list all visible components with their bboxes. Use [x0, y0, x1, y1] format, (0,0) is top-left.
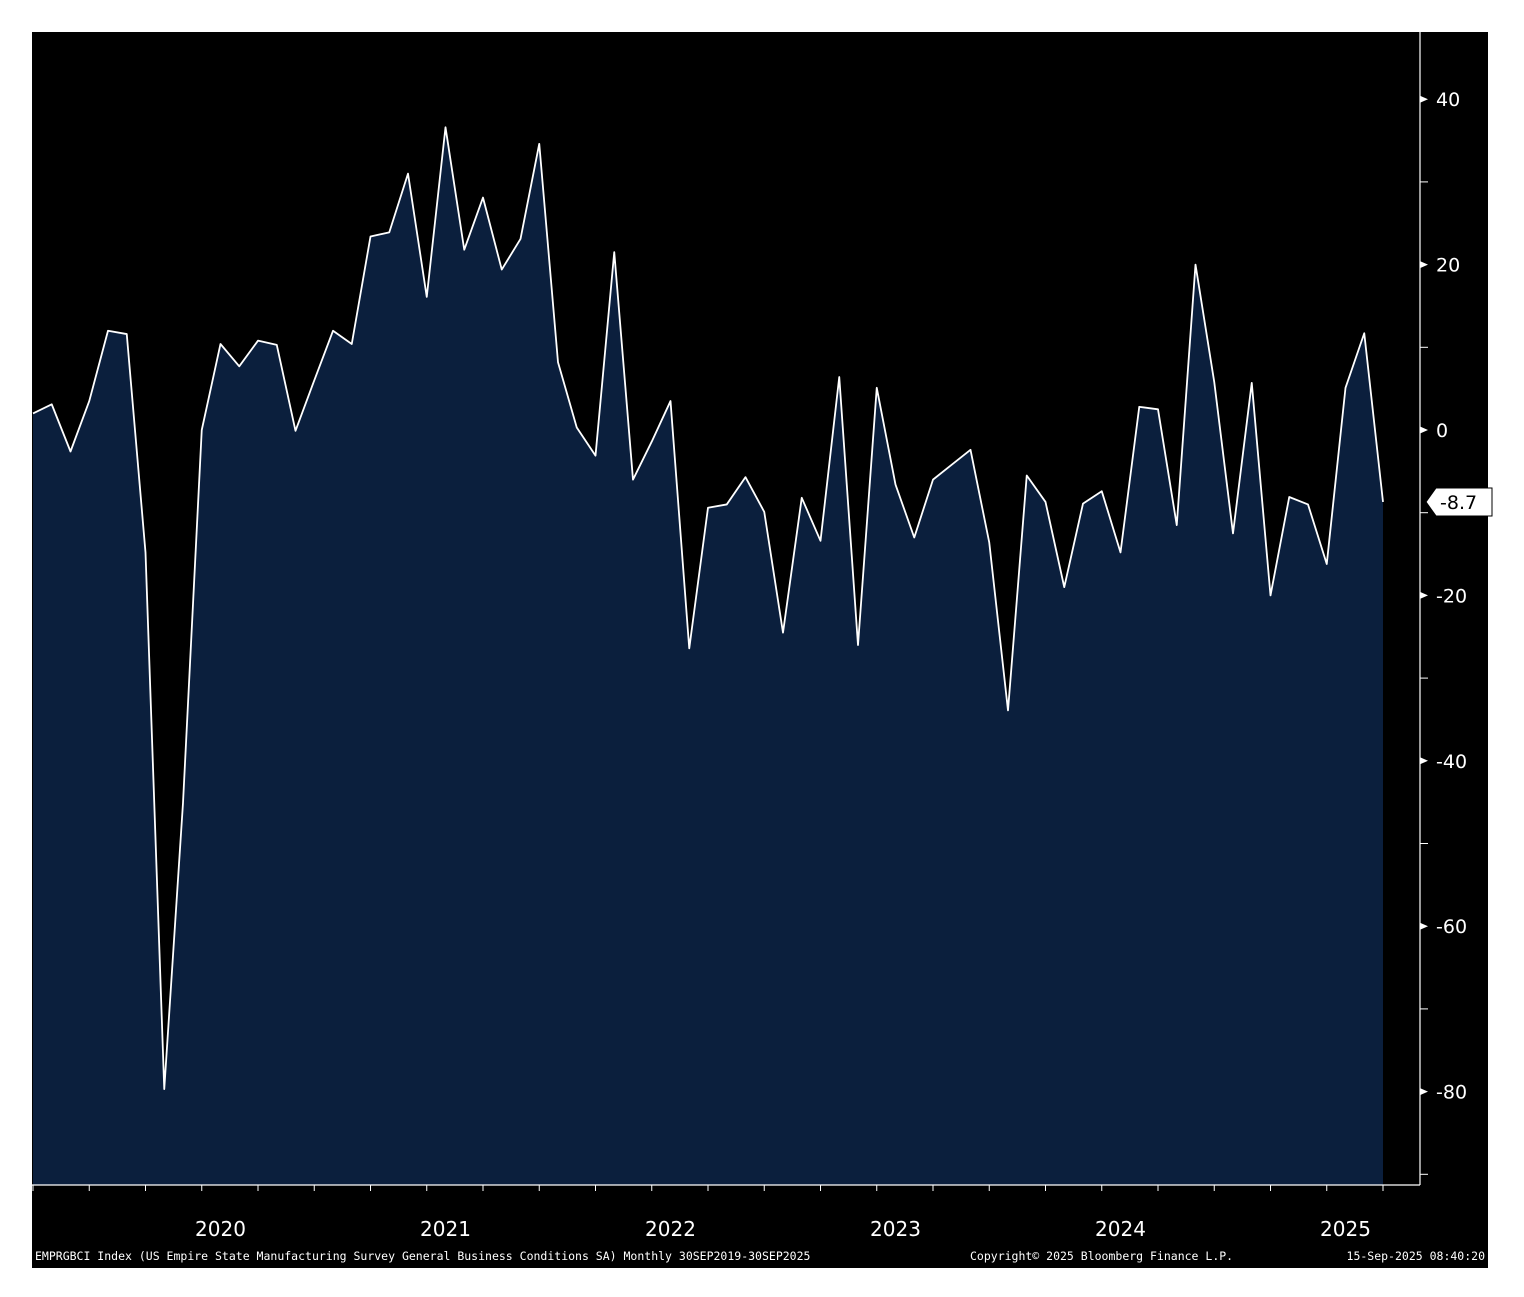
footer-timestamp: 15-Sep-2025 08:40:20 — [1347, 1249, 1486, 1263]
y-tick-marker — [1420, 261, 1428, 269]
last-value-label: -8.7 — [1440, 492, 1477, 514]
series-area — [33, 127, 1383, 1186]
y-tick-label: -40 — [1436, 751, 1467, 773]
y-tick-label: -80 — [1436, 1082, 1467, 1104]
x-year-label: 2021 — [420, 1217, 471, 1241]
label-layer: -8.7 — [1425, 487, 1493, 517]
y-tick-label: 40 — [1436, 89, 1460, 111]
footer: EMPRGBCI Index (US Empire State Manufact… — [35, 1249, 1485, 1263]
y-tick-marker — [1420, 426, 1428, 434]
line-layer — [32, 126, 1384, 1091]
y-tick-label: -20 — [1436, 585, 1467, 607]
x-year-label: 2023 — [870, 1217, 921, 1241]
y-tick-marker — [1420, 1088, 1428, 1096]
footer-copyright: Copyright© 2025 Bloomberg Finance L.P. — [970, 1249, 1233, 1263]
y-tick-label: -60 — [1436, 916, 1467, 938]
y-tick-label: 0 — [1436, 420, 1448, 442]
y-tick-marker — [1420, 757, 1428, 765]
x-year-label: 2022 — [645, 1217, 696, 1241]
axis-layer: 40 20 0 -20 -40 -60 -80 2020 2021 2022 2023 2024 202… — [32, 32, 1467, 1241]
x-year-label: 2020 — [195, 1217, 246, 1241]
y-tick-marker — [1420, 95, 1428, 103]
last-value-badge — [1425, 487, 1493, 517]
x-year-label: 2024 — [1095, 1217, 1146, 1241]
y-tick-marker — [1420, 591, 1428, 599]
series-line — [32, 126, 1384, 1091]
footer-description: EMPRGBCI Index (US Empire State Manufact… — [35, 1249, 810, 1263]
y-tick-label: 20 — [1436, 255, 1460, 277]
x-year-label: 2025 — [1320, 1217, 1371, 1241]
area-layer — [33, 127, 1383, 1186]
y-tick-marker — [1420, 922, 1428, 930]
